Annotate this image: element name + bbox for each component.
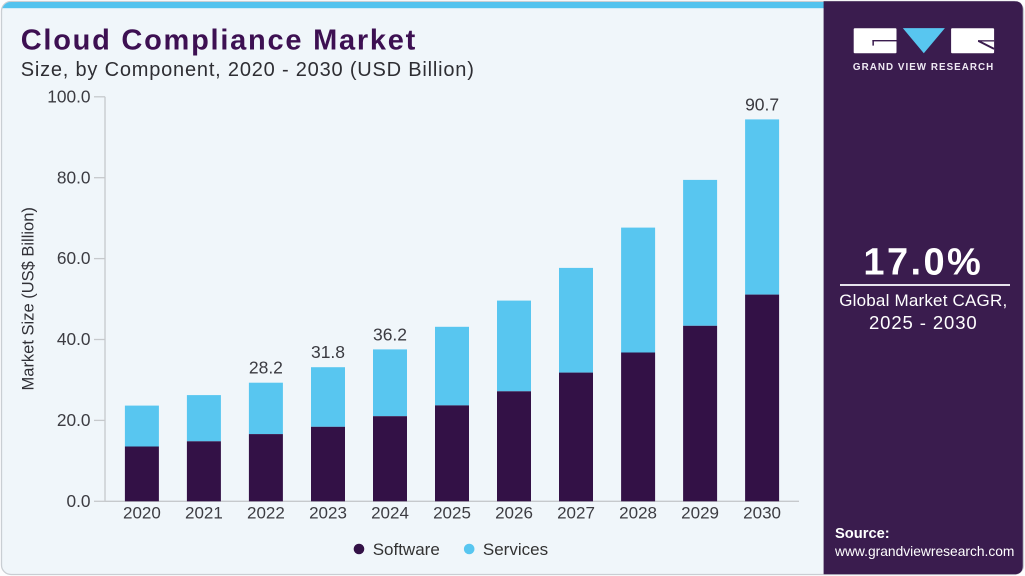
svg-text:90.7: 90.7	[745, 94, 779, 114]
svg-text:0.0: 0.0	[66, 491, 90, 511]
svg-text:80.0: 80.0	[57, 167, 91, 187]
svg-text:2026: 2026	[495, 504, 533, 523]
svg-text:2022: 2022	[247, 504, 285, 523]
svg-text:31.8: 31.8	[311, 342, 345, 362]
svg-text:2029: 2029	[681, 504, 719, 523]
svg-text:20.0: 20.0	[57, 410, 91, 430]
svg-text:2023: 2023	[309, 504, 347, 523]
svg-text:2021: 2021	[185, 504, 223, 523]
svg-text:Market Size (US$ Billion): Market Size (US$ Billion)	[19, 207, 37, 390]
svg-text:Size, by Component, 2020 - 203: Size, by Component, 2020 - 2030 (USD Bil…	[21, 59, 475, 81]
svg-text:17.0%: 17.0%	[863, 242, 983, 284]
svg-text:Software: Software	[373, 540, 440, 559]
svg-text:2030: 2030	[743, 504, 781, 523]
svg-text:www.grandviewresearch.com: www.grandviewresearch.com	[834, 544, 1014, 559]
svg-text:Global Market CAGR,: Global Market CAGR,	[839, 291, 1007, 310]
svg-text:Source:: Source:	[835, 526, 890, 542]
svg-text:100.0: 100.0	[47, 86, 90, 106]
svg-text:2025 - 2030: 2025 - 2030	[869, 312, 978, 333]
svg-text:GRAND VIEW RESEARCH: GRAND VIEW RESEARCH	[853, 62, 994, 73]
svg-text:60.0: 60.0	[57, 248, 91, 268]
svg-text:Cloud Compliance Market: Cloud Compliance Market	[21, 24, 417, 56]
svg-text:36.2: 36.2	[373, 324, 407, 344]
svg-text:2024: 2024	[371, 504, 409, 523]
svg-text:2027: 2027	[557, 504, 595, 523]
svg-text:2025: 2025	[433, 504, 471, 523]
svg-text:Services: Services	[483, 540, 548, 559]
svg-text:2020: 2020	[123, 504, 161, 523]
svg-text:40.0: 40.0	[57, 329, 91, 349]
svg-text:28.2: 28.2	[249, 358, 283, 378]
svg-text:2028: 2028	[619, 504, 657, 523]
